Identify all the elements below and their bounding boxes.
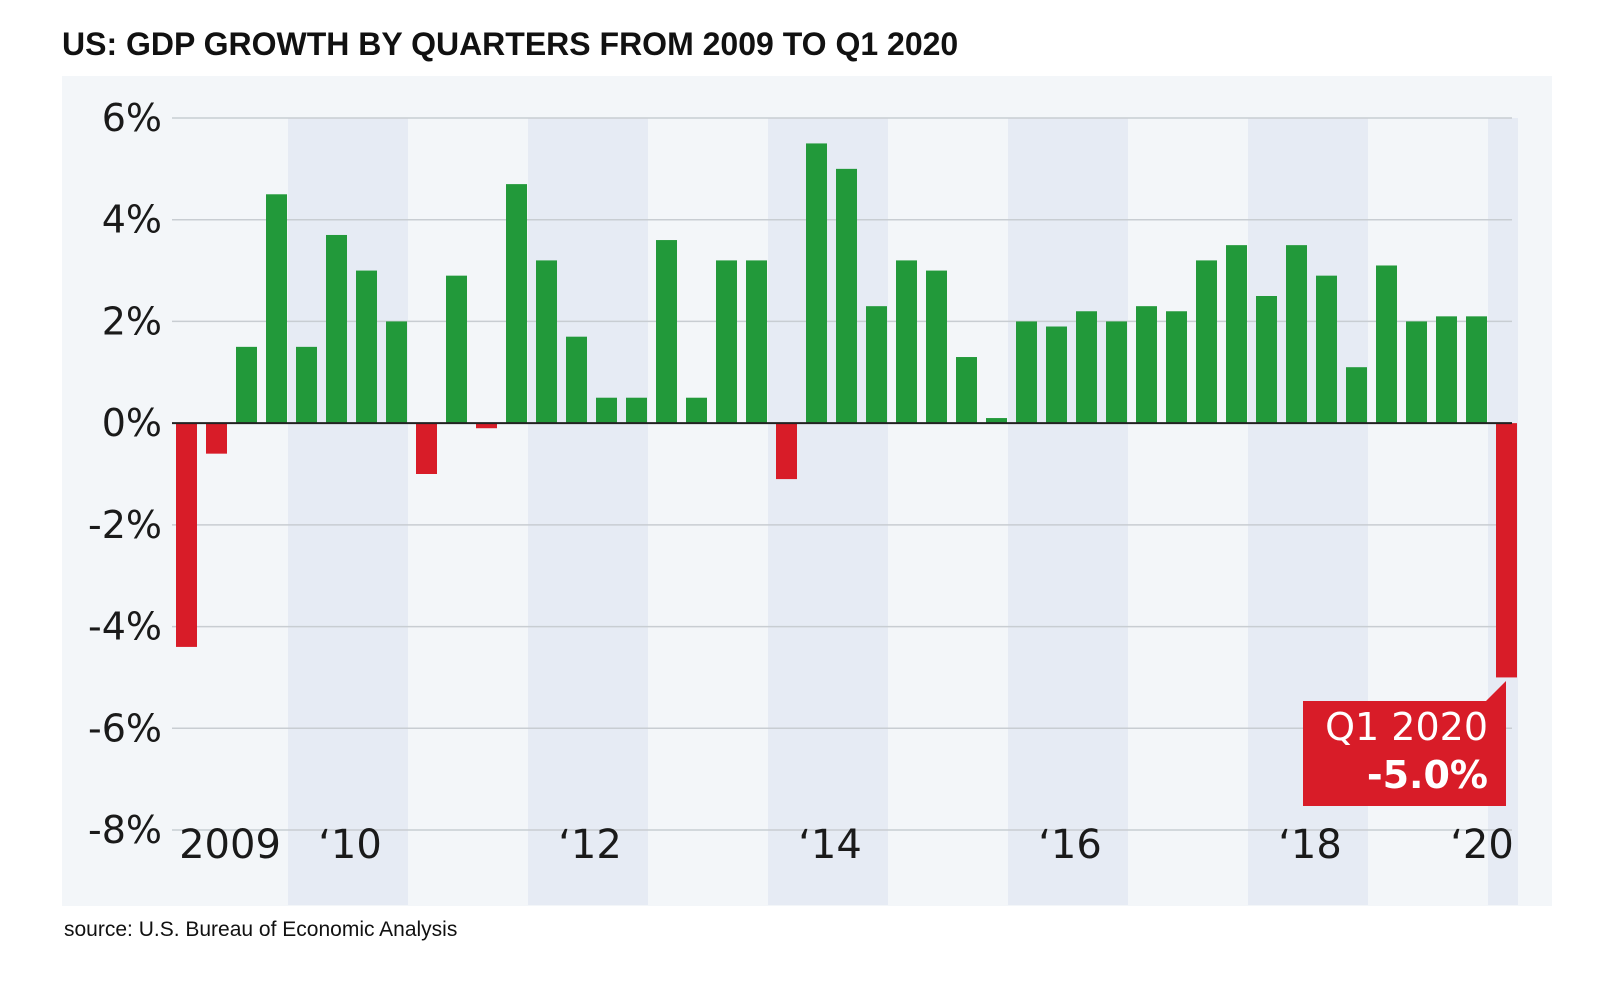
bar-q2-2017: [1166, 311, 1187, 424]
bar-q4-2015: [986, 418, 1007, 424]
bar-q1-2010: [296, 346, 317, 424]
bar-q4-2013: [746, 260, 767, 424]
bar-q2-2009: [206, 423, 227, 454]
bar-q3-2012: [596, 397, 617, 424]
y-tick-label: -2%: [88, 503, 162, 547]
bar-q2-2015: [926, 270, 947, 424]
y-tick-label: -4%: [88, 605, 162, 649]
bar-q2-2012: [566, 336, 587, 424]
bar-q3-2013: [716, 260, 737, 424]
x-year-label: ‘10: [318, 822, 382, 868]
bar-q3-2019: [1436, 316, 1457, 424]
x-year-label: 2009: [179, 822, 281, 868]
x-year-label: ‘14: [798, 822, 862, 868]
x-year-label: ‘18: [1278, 822, 1342, 868]
y-tick-label: 6%: [102, 96, 162, 140]
callout-value-label: -5.0%: [1367, 753, 1488, 797]
bar-q4-2010: [386, 321, 407, 424]
y-tick-label: 0%: [102, 401, 162, 445]
bar-q1-2013: [656, 240, 677, 424]
bar-q3-2016: [1076, 311, 1097, 424]
x-axis-year-labels: 2009 ‘10 ‘12 ‘14 ‘16 ‘18 ‘20: [179, 822, 1514, 868]
bar-q3-2015: [956, 357, 977, 424]
bar-q4-2014: [866, 306, 887, 424]
year-band-2014: [768, 118, 888, 905]
chart-title: US: GDP GROWTH BY QUARTERS FROM 2009 TO …: [62, 26, 959, 62]
bar-q3-2009: [236, 346, 257, 424]
bar-q4-2019: [1466, 316, 1487, 424]
bar-q1-2012: [536, 260, 557, 424]
bar-q1-2011: [416, 423, 437, 474]
bar-q1-2014: [776, 423, 797, 480]
bar-q3-2014: [836, 168, 857, 424]
bar-q2-2013: [686, 397, 707, 424]
bar-q4-2009: [266, 194, 287, 424]
bar-q4-2012: [626, 397, 647, 424]
callout-period-label: Q1 2020: [1325, 705, 1488, 749]
callout: Q1 2020 -5.0%: [1303, 681, 1506, 806]
bar-q1-2019: [1376, 265, 1397, 424]
bar-q2-2011: [446, 275, 467, 424]
bar-q1-2015: [896, 260, 917, 424]
bar-q3-2011: [476, 423, 497, 429]
y-tick-label: -6%: [88, 706, 162, 750]
year-band-2016: [1008, 118, 1128, 905]
y-tick-label: 4%: [102, 198, 162, 242]
source-note: source: U.S. Bureau of Economic Analysis: [64, 918, 458, 941]
bar-q4-2016: [1106, 321, 1127, 424]
bar-q3-2018: [1316, 275, 1337, 424]
bar-q4-2018: [1346, 367, 1367, 424]
y-axis-ticks: 6% 4% 2% 0% -2% -4% -6% -8%: [88, 96, 162, 852]
y-tick-label: 2%: [102, 299, 162, 343]
bar-q2-2016: [1046, 326, 1067, 424]
bar-q2-2018: [1286, 245, 1307, 424]
bar-q2-2014: [806, 143, 827, 424]
bar-q1-2020: [1496, 423, 1517, 678]
bar-q1-2016: [1016, 321, 1037, 424]
bar-q1-2009: [176, 423, 197, 647]
bar-q3-2017: [1196, 260, 1217, 424]
x-year-label: ‘12: [558, 822, 622, 868]
bar-q4-2011: [506, 184, 527, 424]
bar-q2-2019: [1406, 321, 1427, 424]
bar-q1-2017: [1136, 306, 1157, 424]
bars: [176, 143, 1517, 678]
bar-q2-2010: [326, 234, 347, 424]
x-year-label: ‘16: [1038, 822, 1102, 868]
callout-box: [1303, 701, 1506, 806]
callout-pointer: [1486, 681, 1506, 701]
year-band-2012: [528, 118, 648, 905]
y-tick-label: -8%: [88, 808, 162, 852]
x-year-label: ‘20: [1450, 822, 1514, 868]
bar-q4-2017: [1226, 245, 1247, 424]
bar-q3-2010: [356, 270, 377, 424]
bar-q1-2018: [1256, 296, 1277, 424]
year-band-2010: [288, 118, 408, 905]
